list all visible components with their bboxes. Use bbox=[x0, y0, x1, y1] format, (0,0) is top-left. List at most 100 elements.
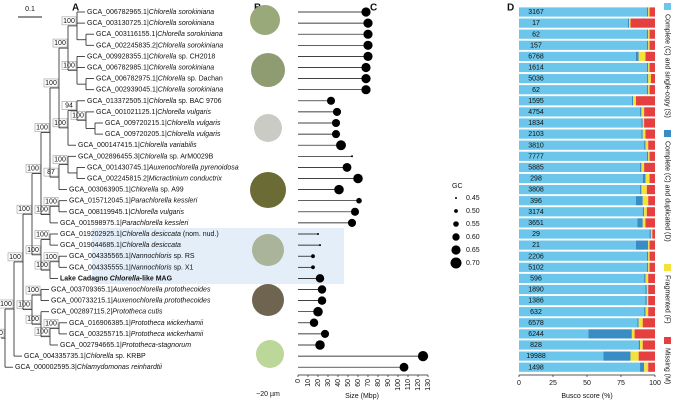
bar-label: 1614 bbox=[528, 65, 544, 72]
bar-segment bbox=[645, 173, 650, 184]
lollipop-dot bbox=[361, 85, 371, 95]
legend-label: 0.55 bbox=[466, 221, 480, 228]
bar-label: 5885 bbox=[528, 165, 544, 172]
bar-segment bbox=[629, 18, 631, 28]
bar-segment bbox=[638, 318, 643, 328]
bar-segment bbox=[642, 196, 649, 206]
support-box bbox=[16, 300, 32, 309]
taxon-label: GCA_009720215.1|Chlorella vulgaris bbox=[105, 120, 221, 127]
support-box bbox=[70, 110, 86, 120]
label-part: Chlorella bbox=[140, 153, 168, 160]
bar-segment bbox=[630, 18, 655, 28]
bar-segment bbox=[519, 118, 642, 128]
bar-segment bbox=[648, 362, 655, 372]
label-part: GCA_009720215.1| bbox=[105, 120, 167, 127]
x-tick-label: 100 bbox=[395, 379, 402, 391]
bar-label: 6244 bbox=[528, 331, 544, 338]
bar-segment bbox=[648, 284, 655, 295]
lollipop-dot bbox=[315, 340, 325, 350]
legend-label: 0.65 bbox=[466, 247, 480, 254]
label-part: Chlorella bbox=[131, 186, 159, 193]
bar-segment bbox=[644, 162, 655, 172]
bar-segment bbox=[519, 18, 628, 28]
label-part: Micractinium conductrix bbox=[149, 175, 223, 182]
label-part: sp. RS bbox=[172, 253, 195, 260]
support-label: 87 bbox=[47, 169, 55, 176]
micrograph bbox=[252, 284, 284, 316]
taxon-label: GCA_009928355.1|Chlorella sp. CH2018 bbox=[87, 53, 215, 60]
label-part: GCA_001598975.1| bbox=[60, 220, 122, 227]
bar-segment bbox=[650, 74, 655, 84]
support-box bbox=[52, 155, 68, 164]
bar-segment bbox=[519, 362, 641, 372]
bar-segment bbox=[627, 18, 630, 28]
bar-segment bbox=[635, 51, 639, 61]
bar-segment bbox=[638, 51, 646, 61]
lollipop-dot bbox=[331, 118, 341, 128]
bar-segment bbox=[646, 296, 649, 306]
micrograph bbox=[254, 114, 282, 142]
support-box bbox=[0, 299, 14, 309]
bar-label: 21 bbox=[532, 242, 540, 249]
legend-label: Complete (C) and duplicated (D) bbox=[664, 141, 671, 242]
x-tick-label: 25 bbox=[549, 380, 557, 387]
label-part: Chlorella vulgaris bbox=[167, 131, 221, 138]
bar-segment bbox=[634, 329, 655, 339]
bar-segment bbox=[638, 340, 641, 350]
bar-segment bbox=[646, 185, 655, 195]
bar-label: 6768 bbox=[528, 54, 544, 61]
bar-segment bbox=[641, 185, 647, 195]
micrograph bbox=[251, 53, 285, 87]
legend-swatch bbox=[664, 3, 671, 10]
bar-segment bbox=[645, 140, 649, 150]
lollipop-dot bbox=[332, 107, 342, 116]
bar-segment bbox=[519, 162, 641, 172]
label-part: Chlorella sorokiniana bbox=[158, 87, 223, 94]
bar-segment bbox=[645, 129, 655, 139]
bar-segment bbox=[644, 207, 647, 217]
support-box bbox=[25, 285, 41, 295]
bar-segment bbox=[630, 351, 639, 361]
bar-label: 29 bbox=[532, 231, 540, 238]
legend-label: Fragmented (F) bbox=[664, 275, 671, 324]
bar-segment bbox=[519, 96, 632, 106]
support-label: 100 bbox=[36, 232, 48, 239]
tree: GCA_006782965.1|Chlorella sorokinianaGCA… bbox=[0, 9, 239, 371]
bar-segment bbox=[645, 218, 655, 228]
label-part: GCA_003063905.1| bbox=[69, 186, 131, 193]
label-part: Chlorella vulgaris bbox=[130, 209, 184, 216]
lollipop-dot bbox=[331, 130, 341, 139]
bar-segment bbox=[646, 207, 655, 217]
label-part: GCA_002794665.1| bbox=[60, 342, 122, 349]
bar-segment bbox=[646, 251, 649, 261]
bar-segment bbox=[641, 118, 643, 128]
bar-label: 4754 bbox=[528, 109, 544, 116]
label-part: GCA_004335565.1| bbox=[69, 253, 131, 260]
legend-dot bbox=[455, 197, 457, 199]
bar-segment bbox=[640, 162, 642, 172]
label-part: Prototheca cutis bbox=[112, 309, 163, 316]
lollipop-dot bbox=[336, 140, 346, 151]
label-part: GCA_013372505.1| bbox=[87, 98, 149, 105]
bar-segment bbox=[519, 62, 647, 73]
bar-label: 3174 bbox=[528, 209, 544, 216]
bar-segment bbox=[646, 74, 649, 84]
label-part: Nannochloris bbox=[131, 264, 172, 271]
bar-segment bbox=[649, 151, 655, 161]
label-part: sp. X1 bbox=[172, 264, 194, 271]
bar-segment bbox=[642, 129, 646, 139]
label-part: -like MAG bbox=[140, 275, 173, 282]
label-part: sp. Dachan bbox=[185, 75, 222, 82]
label-part: (nom. nud.) bbox=[181, 231, 219, 238]
bar-segment bbox=[649, 40, 655, 50]
panel-label: A bbox=[72, 3, 79, 14]
lollipop-dot bbox=[361, 62, 371, 73]
support-box bbox=[43, 252, 59, 261]
bar-segment bbox=[642, 340, 655, 350]
bar-segment bbox=[642, 207, 645, 217]
support-label: 100 bbox=[72, 112, 84, 119]
label-part: GCA_004335735.1| bbox=[24, 353, 86, 360]
label-part: GCA_003116155.1| bbox=[96, 31, 157, 38]
support-box bbox=[43, 167, 59, 177]
bar-segment bbox=[646, 7, 649, 17]
